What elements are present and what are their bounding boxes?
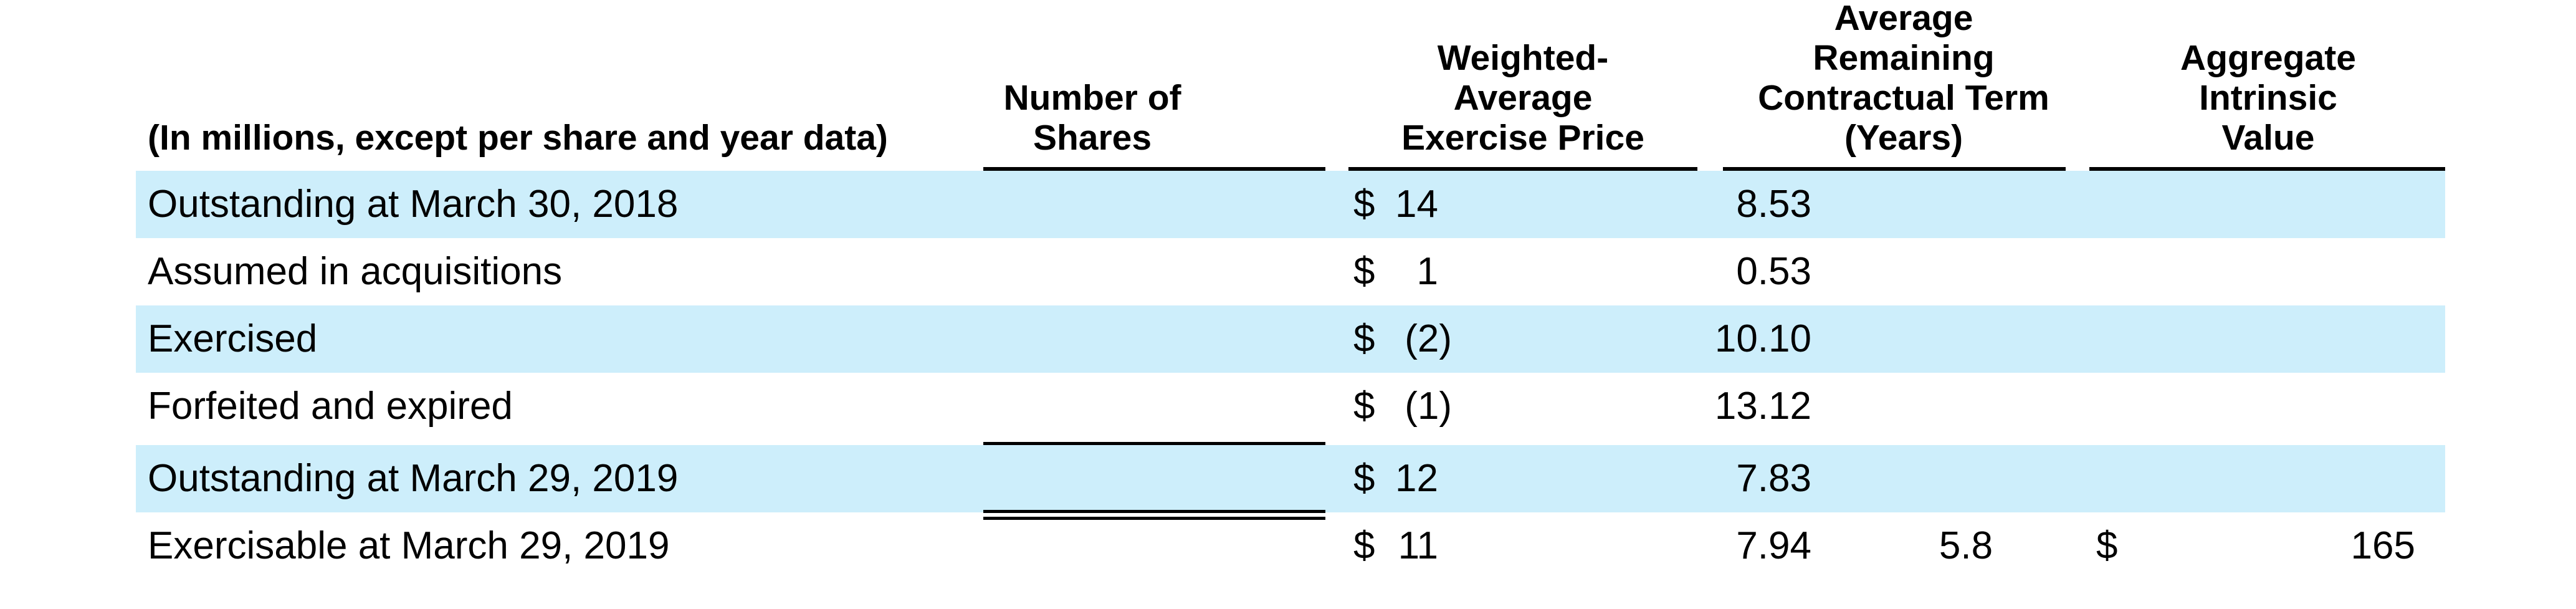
currency-symbol: $ <box>1353 183 1375 226</box>
shares-value: (1) <box>1405 385 1452 428</box>
currency-symbol: $ <box>1353 457 1375 500</box>
table-row: Outstanding at March 29, 2019 12 $ 7.83 <box>136 445 2445 512</box>
currency-symbol: $ <box>1353 317 1375 360</box>
header-number-of-shares: Number of Shares <box>1003 78 1181 158</box>
exercise-price-value: 10.10 <box>1714 317 1811 360</box>
exercise-price-value: 0.53 <box>1736 250 1811 293</box>
table-row: Forfeited and expired (1) $ 13.12 <box>136 373 2445 440</box>
header-rule-price <box>1348 167 1697 171</box>
row-label: Outstanding at March 29, 2019 <box>148 457 679 500</box>
row-label: Assumed in acquisitions <box>148 250 563 293</box>
exercise-price-value: 8.53 <box>1736 183 1811 226</box>
shares-value: 1 <box>1416 250 1438 293</box>
row-label: Outstanding at March 30, 2018 <box>148 183 679 226</box>
total-double-rule-bottom <box>983 517 1325 520</box>
exercise-price-value: 7.94 <box>1736 524 1811 567</box>
header-aggregate-intrinsic-value: Aggregate Intrinsic Value <box>2180 38 2356 158</box>
contractual-term-value: 5.8 <box>1939 524 1993 567</box>
header-rule-shares <box>983 167 1325 171</box>
row-label: Forfeited and expired <box>148 385 513 428</box>
header-weighted-average-exercise-price: Weighted- Average Exercise Price <box>1401 38 1644 158</box>
currency-symbol: $ <box>1353 524 1375 567</box>
intrinsic-value-currency-symbol: $ <box>2096 524 2118 567</box>
shares-value: 11 <box>1398 524 1438 567</box>
table-row: Outstanding at March 30, 2018 14 $ 8.53 <box>136 171 2445 238</box>
total-double-rule-top <box>983 510 1325 513</box>
exercise-price-value: 7.83 <box>1736 457 1811 500</box>
shares-value: 12 <box>1395 457 1438 500</box>
intrinsic-value: 165 <box>2350 524 2415 567</box>
header-remaining-contractual-term: Average Remaining Contractual Term (Year… <box>1758 0 2049 158</box>
table-row: Assumed in acquisitions 1 $ 0.53 <box>136 238 2445 305</box>
row-label: Exercised <box>148 317 318 360</box>
shares-value: 14 <box>1395 183 1438 226</box>
header-rule-term <box>1723 167 2066 171</box>
currency-symbol: $ <box>1353 385 1375 428</box>
shares-value: (2) <box>1405 317 1452 360</box>
currency-symbol: $ <box>1353 250 1375 293</box>
header-rule-value <box>2089 167 2445 171</box>
exercise-price-value: 13.12 <box>1714 385 1811 428</box>
table-row: Exercisable at March 29, 2019 11 $ 7.94 … <box>136 512 2445 580</box>
header-label-column: (In millions, except per share and year … <box>148 118 888 158</box>
table-row: Exercised (2) $ 10.10 <box>136 305 2445 373</box>
row-label: Exercisable at March 29, 2019 <box>148 524 670 567</box>
subtotal-rule <box>983 442 1325 445</box>
